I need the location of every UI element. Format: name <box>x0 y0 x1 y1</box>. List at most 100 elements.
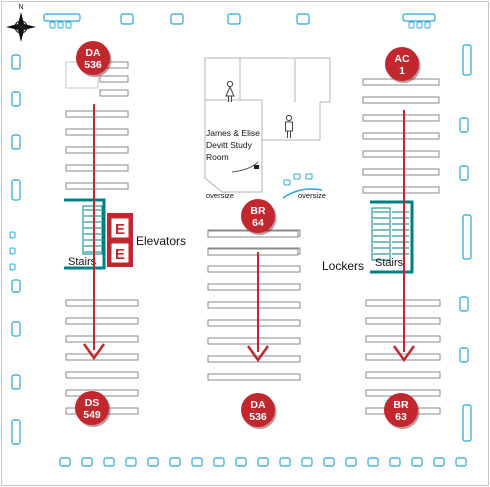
study-room-area <box>204 57 331 193</box>
bookshelf <box>207 337 301 345</box>
bookshelf <box>65 371 139 379</box>
badge-line2: 64 <box>252 217 264 229</box>
mens-restroom-icon <box>285 114 293 138</box>
table-icon <box>462 404 472 442</box>
bookshelf <box>65 164 129 172</box>
table-icon <box>433 457 445 467</box>
badge-line1: DA <box>85 47 101 59</box>
bookshelf <box>207 355 301 363</box>
badge-circle <box>384 393 418 427</box>
badge-circle <box>76 41 110 75</box>
bookshelf <box>99 75 129 83</box>
oversize-label-left: oversize <box>206 191 234 200</box>
oversize-label-right: oversize <box>298 191 326 200</box>
badge-line2: 536 <box>249 411 267 423</box>
compass-rose-icon: N <box>6 4 36 42</box>
study-room-label-line1: James & Elise <box>206 128 260 138</box>
table-icon <box>323 457 335 467</box>
table-icon <box>235 457 247 467</box>
table-icon <box>11 134 21 150</box>
bookshelf <box>65 110 129 118</box>
bookshelf <box>65 353 139 361</box>
table-icon <box>389 457 401 467</box>
bookshelf <box>362 150 440 158</box>
table-icon <box>367 457 379 467</box>
badge-line1: DA <box>250 399 266 411</box>
chair-icon <box>9 231 16 239</box>
table-icon <box>11 179 21 201</box>
call-number-badge: AC1 <box>385 47 421 83</box>
badge-line1: DS <box>85 397 100 409</box>
bookshelf <box>365 371 441 379</box>
table-icon <box>43 13 81 22</box>
table-icon <box>11 374 21 390</box>
table-icon <box>296 13 310 25</box>
bookshelf <box>207 265 301 273</box>
elevators: E E Elevators <box>107 213 186 267</box>
table-icon <box>459 347 469 363</box>
bookshelf <box>65 335 139 343</box>
badge-circle <box>385 47 419 81</box>
stairs-right: Stairs Lockers <box>322 200 414 274</box>
arrow-down-icon <box>82 343 106 361</box>
door-swing <box>231 161 259 173</box>
table-icon <box>170 13 184 25</box>
bookshelf <box>207 373 301 381</box>
compass-north-label: N <box>18 4 23 11</box>
table-icon <box>462 44 472 76</box>
table-icon <box>257 457 269 467</box>
table-icon <box>411 457 423 467</box>
bookshelf <box>99 89 129 97</box>
badge-line2: 536 <box>84 59 102 71</box>
chair-icon <box>9 263 16 271</box>
arrow-down-icon <box>392 345 416 363</box>
table-icon <box>11 91 21 107</box>
table-icon <box>11 419 21 445</box>
table-icon <box>462 214 472 260</box>
table-icon <box>301 457 313 467</box>
oversize-area: oversize oversize <box>206 173 326 200</box>
bookshelf <box>207 301 301 309</box>
table-icon <box>11 279 21 293</box>
bookshelf <box>362 186 440 194</box>
chair-icon <box>416 21 423 29</box>
study-room-label: James & Elise Devitt Study Room <box>206 128 260 162</box>
bookshelf <box>362 132 440 140</box>
table-icon <box>455 457 467 467</box>
table-icon <box>125 457 137 467</box>
bookshelf <box>207 248 299 256</box>
study-room-label-line3: Room <box>206 152 229 162</box>
bookshelf <box>65 317 139 325</box>
oversize-curve <box>282 188 323 199</box>
arrow-down-icon <box>246 345 270 363</box>
table-icon <box>59 457 71 467</box>
badge-circle <box>75 391 109 425</box>
badge-line2: 549 <box>83 409 101 421</box>
chair-icon <box>57 21 64 29</box>
chair-icon <box>9 247 16 255</box>
bookshelf <box>362 96 440 104</box>
womens-restroom-icon <box>225 80 235 102</box>
table-icon <box>227 13 241 25</box>
chair-icon <box>65 21 72 29</box>
door-handle <box>254 165 259 169</box>
arrow-layer <box>82 104 416 363</box>
bookshelf <box>207 283 301 291</box>
elevators-label: Elevators <box>136 234 186 248</box>
bookshelf <box>362 114 440 122</box>
stairs-left: Stairs <box>64 198 106 270</box>
table-icon <box>191 457 203 467</box>
chair-icon <box>49 21 56 29</box>
table-icon <box>402 13 436 22</box>
table-icon <box>459 117 469 133</box>
badge-line1: BR <box>393 399 409 411</box>
table-icon <box>81 457 93 467</box>
badge-circle <box>241 199 275 233</box>
